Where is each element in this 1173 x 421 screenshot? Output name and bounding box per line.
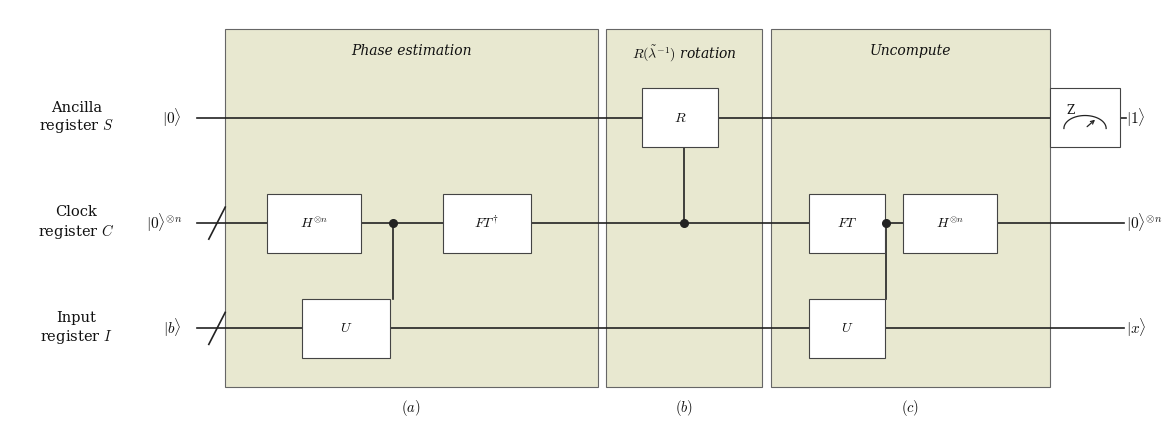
Bar [225, 29, 598, 387]
Text: $(b)$: $(b)$ [674, 398, 693, 418]
Text: $U$: $U$ [340, 321, 352, 336]
Text: $R(\tilde{\lambda}^{-1})$ rotation: $R(\tilde{\lambda}^{-1})$ rotation [632, 44, 737, 64]
Text: $|b\rangle$: $|b\rangle$ [163, 317, 182, 339]
Text: $FT^{\dagger}$: $FT^{\dagger}$ [474, 215, 500, 231]
Text: $|0\rangle^{\otimes n}$: $|0\rangle^{\otimes n}$ [145, 212, 182, 234]
Bar [809, 299, 884, 358]
Text: Z: Z [1066, 104, 1076, 117]
Text: Input
register $I$: Input register $I$ [40, 311, 113, 346]
Bar [303, 299, 389, 358]
Text: $H^{\otimes n}$: $H^{\otimes n}$ [300, 215, 328, 231]
Bar [267, 194, 361, 253]
Bar [443, 194, 530, 253]
Bar [606, 29, 762, 387]
Bar [809, 194, 884, 253]
Text: $(c)$: $(c)$ [901, 398, 920, 418]
Text: Phase estimation: Phase estimation [352, 44, 472, 58]
Bar [1050, 88, 1120, 147]
Bar [903, 194, 997, 253]
Bar [643, 88, 718, 147]
Text: $|0\rangle$: $|0\rangle$ [162, 107, 182, 129]
Text: $U$: $U$ [841, 321, 853, 336]
Text: $H^{\otimes n}$: $H^{\otimes n}$ [936, 215, 964, 231]
Text: $|x\rangle$: $|x\rangle$ [1126, 317, 1147, 339]
Text: Uncompute: Uncompute [869, 44, 951, 58]
Text: $FT$: $FT$ [836, 216, 857, 230]
Text: Ancilla
register $S$: Ancilla register $S$ [39, 101, 114, 135]
Text: $R$: $R$ [674, 111, 686, 125]
Text: $|0\rangle^{\otimes n}$: $|0\rangle^{\otimes n}$ [1126, 212, 1162, 234]
Bar [771, 29, 1050, 387]
Text: Clock
register $C$: Clock register $C$ [38, 205, 115, 241]
Text: $|1\rangle$: $|1\rangle$ [1126, 107, 1146, 129]
Text: $(a)$: $(a)$ [401, 398, 420, 418]
